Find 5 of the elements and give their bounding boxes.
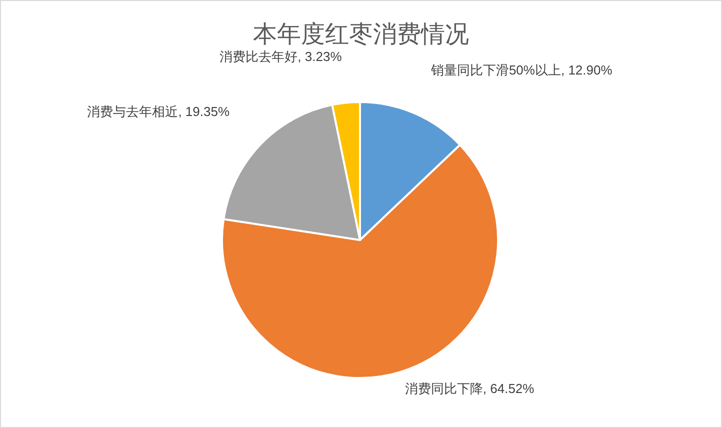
slice-label: 消费与去年相近, 19.35% bbox=[87, 104, 230, 119]
chart-title: 本年度红枣消费情况 bbox=[253, 21, 469, 48]
slice-label: 消费比去年好, 3.23% bbox=[220, 48, 342, 64]
slice-label: 消费同比下降, 64.52% bbox=[404, 381, 535, 396]
slice-label: 销量同比下滑50%以上, 12.90% bbox=[430, 62, 613, 78]
